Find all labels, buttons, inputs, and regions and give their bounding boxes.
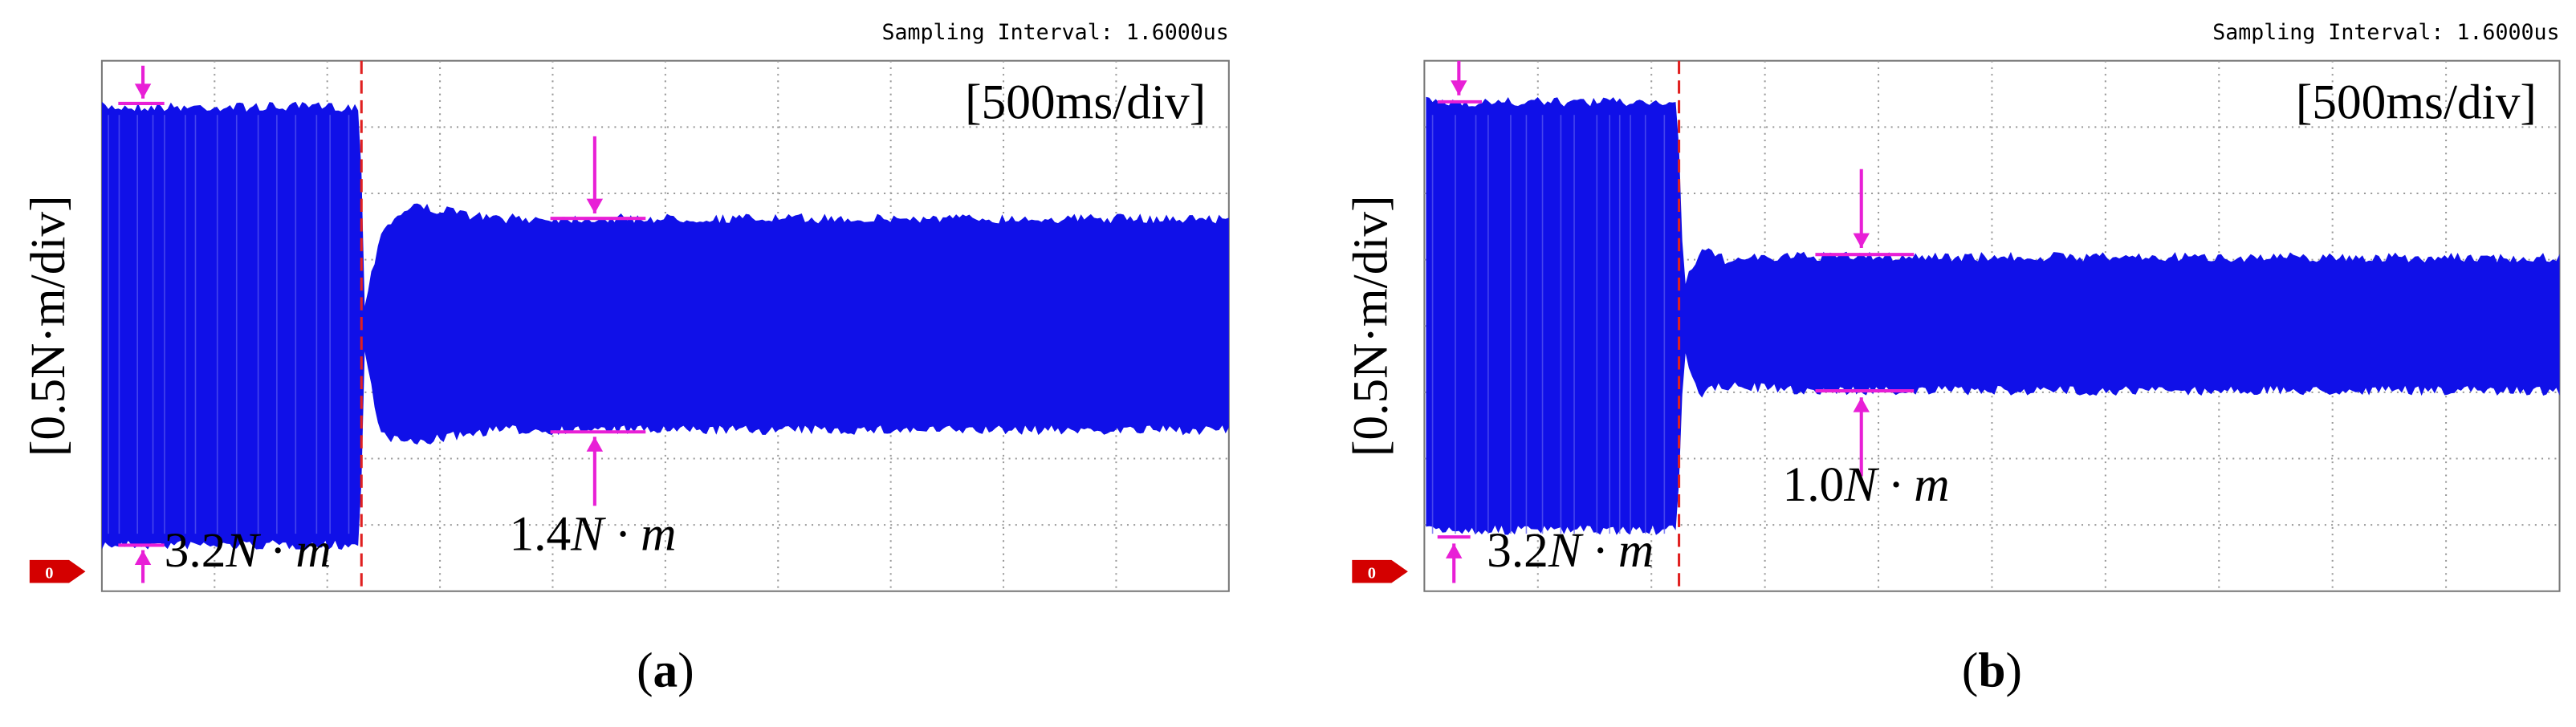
y-axis-label: [0.5N·m/div] bbox=[21, 195, 75, 457]
amplitude-value: 1.4 bbox=[509, 507, 571, 562]
caption-paren: ( bbox=[637, 643, 653, 697]
amplitude-unit: N · m bbox=[225, 523, 331, 578]
amplitude-value: 3.2 bbox=[165, 523, 226, 578]
arrow-head bbox=[586, 437, 604, 452]
amplitude-value: 3.2 bbox=[1487, 523, 1548, 578]
arrow-head bbox=[1451, 80, 1467, 95]
caption-paren: ) bbox=[678, 643, 694, 697]
caption-paren: ( bbox=[1962, 643, 1978, 697]
arrow-head bbox=[1853, 233, 1870, 249]
arrow-head bbox=[1445, 543, 1463, 558]
amplitude-label: 3.2N · m bbox=[165, 523, 332, 578]
arrow-head bbox=[1853, 397, 1870, 412]
signal bbox=[1426, 96, 2560, 535]
arrow-head bbox=[134, 550, 152, 566]
y-axis-label: [0.5N·m/div] bbox=[1343, 195, 1398, 457]
arrow-head bbox=[134, 83, 152, 99]
zero-marker bbox=[1352, 559, 1408, 583]
zero-marker bbox=[29, 559, 86, 583]
caption-letter: b bbox=[1978, 643, 2005, 697]
caption-paren: ) bbox=[2006, 643, 2022, 697]
sampling-interval: Sampling Interval: 1.6000us bbox=[882, 20, 1229, 45]
time-scale: [500ms/div] bbox=[2296, 75, 2537, 129]
amplitude-unit: N · m bbox=[570, 507, 676, 562]
amplitude-value: 1.0 bbox=[1783, 457, 1845, 512]
amplitude-unit: N · m bbox=[1548, 523, 1654, 578]
sampling-interval: Sampling Interval: 1.6000us bbox=[2212, 20, 2559, 45]
caption: (a) bbox=[637, 643, 694, 697]
amplitude-label: 3.2N · m bbox=[1487, 523, 1654, 578]
caption-letter: a bbox=[653, 643, 678, 697]
caption: (b) bbox=[1962, 643, 2022, 697]
time-scale: [500ms/div] bbox=[965, 75, 1206, 129]
arrow-head bbox=[586, 198, 604, 214]
amplitude-label: 1.0N · m bbox=[1783, 457, 1950, 512]
zero-marker-label: 0 bbox=[45, 564, 53, 582]
zero-marker-label: 0 bbox=[1368, 564, 1376, 582]
amplitude-unit: N · m bbox=[1843, 457, 1949, 512]
amplitude-label: 1.4N · m bbox=[509, 507, 676, 562]
signal bbox=[101, 101, 1229, 550]
